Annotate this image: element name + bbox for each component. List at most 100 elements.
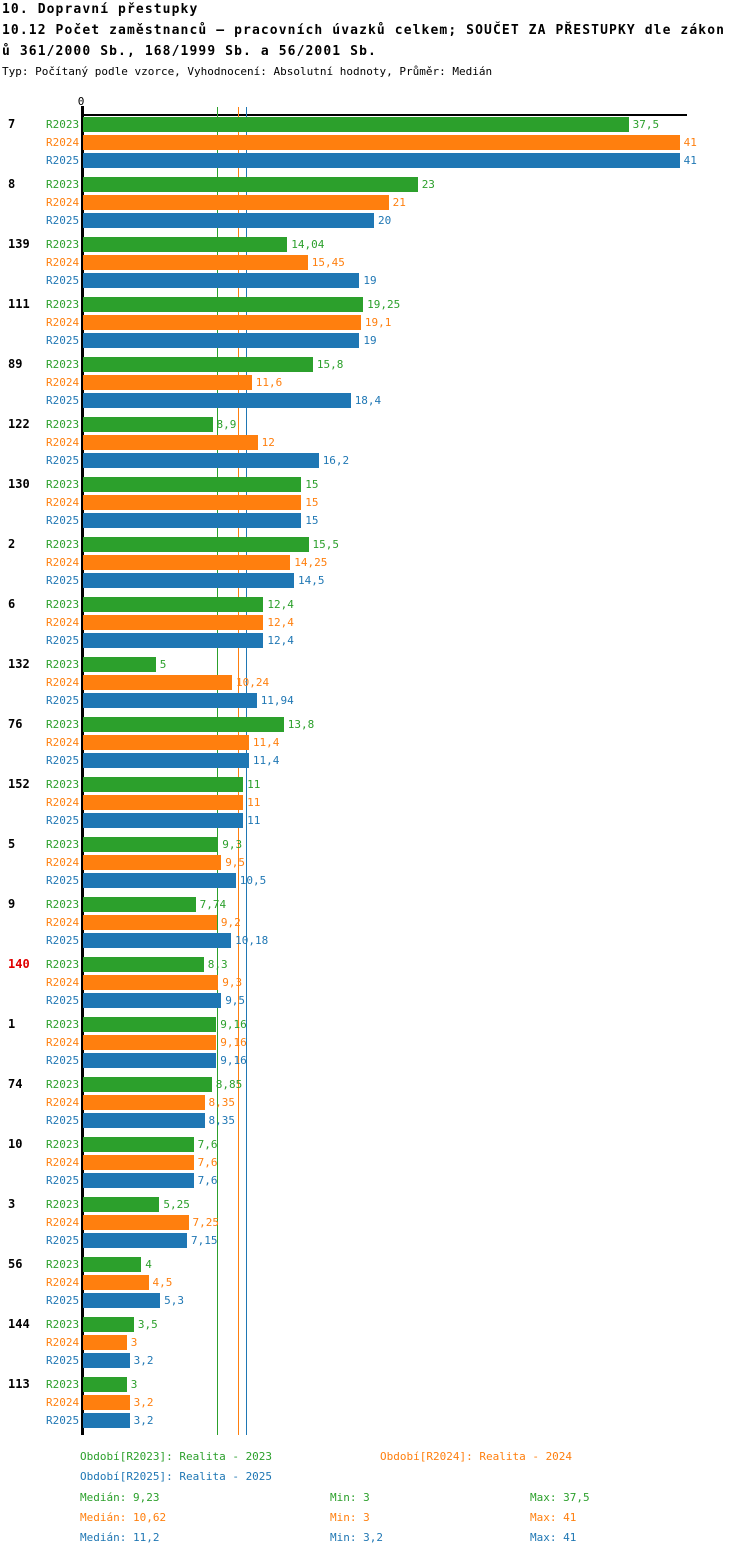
bar-value-label: 21	[392, 196, 406, 209]
bar-r2025	[83, 393, 351, 408]
bar-r2024	[83, 555, 291, 570]
bar-r2024	[83, 975, 219, 990]
bar-value-label: 11	[247, 796, 261, 809]
bar-value-label: 9,3	[222, 838, 243, 851]
bar-value-label: 3,2	[133, 1414, 154, 1427]
series-row-label: R2025	[46, 334, 80, 347]
series-row-label: R2024	[46, 616, 80, 629]
series-row-label: R2024	[46, 376, 80, 389]
bar-r2023	[83, 477, 302, 492]
bar-r2025	[83, 1233, 187, 1248]
bar-value-label: 3	[130, 1378, 138, 1391]
series-row-label: R2025	[46, 994, 80, 1007]
series-row-label: R2025	[46, 1114, 80, 1127]
bar-r2024	[83, 1095, 205, 1110]
series-row-label: R2023	[46, 1198, 80, 1211]
category-label: 6	[8, 597, 16, 611]
series-row-label: R2023	[46, 178, 80, 191]
bar-r2025	[83, 513, 302, 528]
bar-r2024	[83, 1335, 127, 1350]
series-row-label: R2025	[46, 1354, 80, 1367]
bar-value-label: 8,9	[216, 418, 237, 431]
median-line-r2025	[246, 107, 247, 1435]
bar-value-label: 11,4	[252, 754, 280, 767]
series-row-label: R2023	[46, 898, 80, 911]
series-row-label: R2025	[46, 874, 80, 887]
series-row-label: R2023	[46, 538, 80, 551]
bar-value-label: 9,3	[222, 976, 243, 989]
series-row-label: R2023	[46, 358, 80, 371]
series-row-label: R2023	[46, 1318, 80, 1331]
series-row-label: R2025	[46, 1054, 80, 1067]
bar-value-label: 19,25	[367, 298, 401, 311]
bar-r2025	[83, 1113, 205, 1128]
bar-value-label: 14,25	[294, 556, 328, 569]
series-row-label: R2023	[46, 778, 80, 791]
bar-value-label: 10,24	[236, 676, 270, 689]
category-label: 10	[8, 1137, 23, 1151]
series-row-label: R2024	[46, 796, 80, 809]
bar-r2024	[83, 435, 258, 450]
bar-r2023	[83, 537, 309, 552]
bar-r2025	[83, 1293, 161, 1308]
bar-value-label: 4	[145, 1258, 152, 1271]
bar-value-label: 3,2	[133, 1396, 154, 1409]
bar-value-label: 41	[683, 154, 697, 167]
bar-value-label: 7,74	[199, 898, 227, 911]
series-row-label: R2024	[46, 676, 80, 689]
category-label: 152	[8, 777, 30, 791]
bar-r2023	[83, 777, 244, 792]
bar-r2025	[83, 693, 257, 708]
page-title: 10. Dopravní přestupky	[2, 2, 199, 17]
bar-value-label: 15	[305, 514, 319, 527]
category-label: 130	[8, 477, 30, 491]
bar-value-label: 9,5	[225, 994, 246, 1007]
series-row-label: R2024	[46, 736, 80, 749]
bar-r2023	[83, 177, 418, 192]
series-row-label: R2024	[46, 1336, 80, 1349]
bar-value-label: 3,2	[133, 1354, 154, 1367]
category-label: 140	[8, 957, 30, 971]
bar-r2025	[83, 753, 249, 768]
series-row-label: R2024	[46, 196, 80, 209]
bar-value-label: 8,35	[208, 1096, 236, 1109]
median-line-r2023	[217, 107, 219, 1435]
bar-value-label: 9,16	[220, 1036, 247, 1049]
bar-value-label: 14,04	[291, 238, 325, 251]
series-row-label: R2024	[46, 136, 80, 149]
bar-r2024	[83, 255, 308, 270]
bar-r2025	[83, 813, 244, 828]
bar-value-label: 3	[130, 1336, 138, 1349]
stat-min-r2024: Min: 3	[330, 1511, 370, 1524]
bar-value-label: 11,94	[260, 694, 294, 707]
bar-r2023	[83, 1257, 142, 1272]
bar-value-label: 12,4	[267, 616, 294, 629]
bar-r2025	[83, 573, 294, 588]
x-axis-line	[81, 114, 687, 116]
bar-r2024	[83, 1035, 217, 1050]
series-row-label: R2024	[46, 436, 80, 449]
bar-r2025	[83, 1053, 217, 1068]
category-label: 8	[8, 177, 16, 191]
series-row-label: R2023	[46, 838, 80, 851]
bar-r2025	[83, 633, 264, 648]
series-row-label: R2024	[46, 496, 80, 509]
bar-value-label: 18,4	[354, 394, 382, 407]
bar-r2023	[83, 657, 156, 672]
legend-item-r2024: Období[R2024]: Realita - 2024	[380, 1450, 573, 1463]
category-label: 5	[8, 837, 16, 851]
bar-r2024	[83, 1215, 189, 1230]
x-axis-zero-label: 0	[77, 95, 85, 108]
bar-r2025	[83, 933, 232, 948]
series-row-label: R2025	[46, 274, 80, 287]
bar-value-label: 20	[378, 214, 392, 227]
bar-value-label: 9,16	[220, 1054, 247, 1067]
series-row-label: R2025	[46, 1234, 80, 1247]
bar-value-label: 7,25	[192, 1216, 220, 1229]
bar-value-label: 19	[363, 274, 377, 287]
bar-value-label: 9,5	[225, 856, 246, 869]
bar-r2024	[83, 915, 217, 930]
bar-value-label: 15,8	[316, 358, 344, 371]
series-row-label: R2025	[46, 514, 80, 527]
category-label: 132	[8, 657, 30, 671]
